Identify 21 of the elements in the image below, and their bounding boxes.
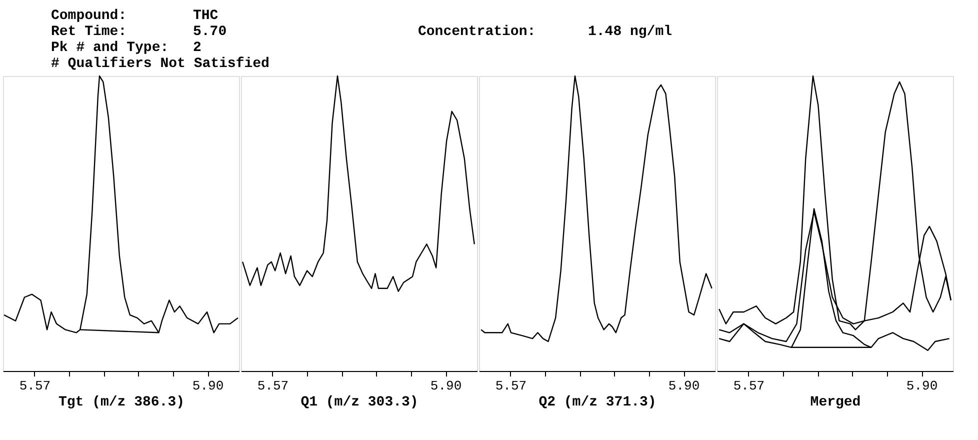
x-tick-label: 5.90 <box>192 378 224 394</box>
text: 1.48 ng/ml <box>588 24 672 40</box>
text: Concentration: <box>418 24 536 40</box>
x-axis-title: Q1 (m/z 303.3) <box>300 394 418 410</box>
x-tick-label: 5.57 <box>733 378 765 394</box>
text: THC <box>193 8 219 24</box>
x-tick-label: 5.90 <box>668 378 700 394</box>
x-tick-label: 5.57 <box>257 378 289 394</box>
x-axis-title: Merged <box>810 394 861 410</box>
x-tick-label: 5.90 <box>430 378 462 394</box>
text: Ret Time: <box>51 24 127 40</box>
text: 2 <box>193 40 202 56</box>
text: # Qualifiers Not Satisfied <box>51 56 270 72</box>
x-tick-label: 5.57 <box>495 378 527 394</box>
x-axis-title: Tgt (m/z 386.3) <box>58 394 185 410</box>
text: Pk # and Type: <box>51 40 169 56</box>
x-axis-title: Q2 (m/z 371.3) <box>538 394 656 410</box>
text: 5.70 <box>193 24 227 40</box>
x-tick-label: 5.57 <box>19 378 51 394</box>
text: Compound: <box>51 8 127 24</box>
x-tick-label: 5.90 <box>906 378 938 394</box>
